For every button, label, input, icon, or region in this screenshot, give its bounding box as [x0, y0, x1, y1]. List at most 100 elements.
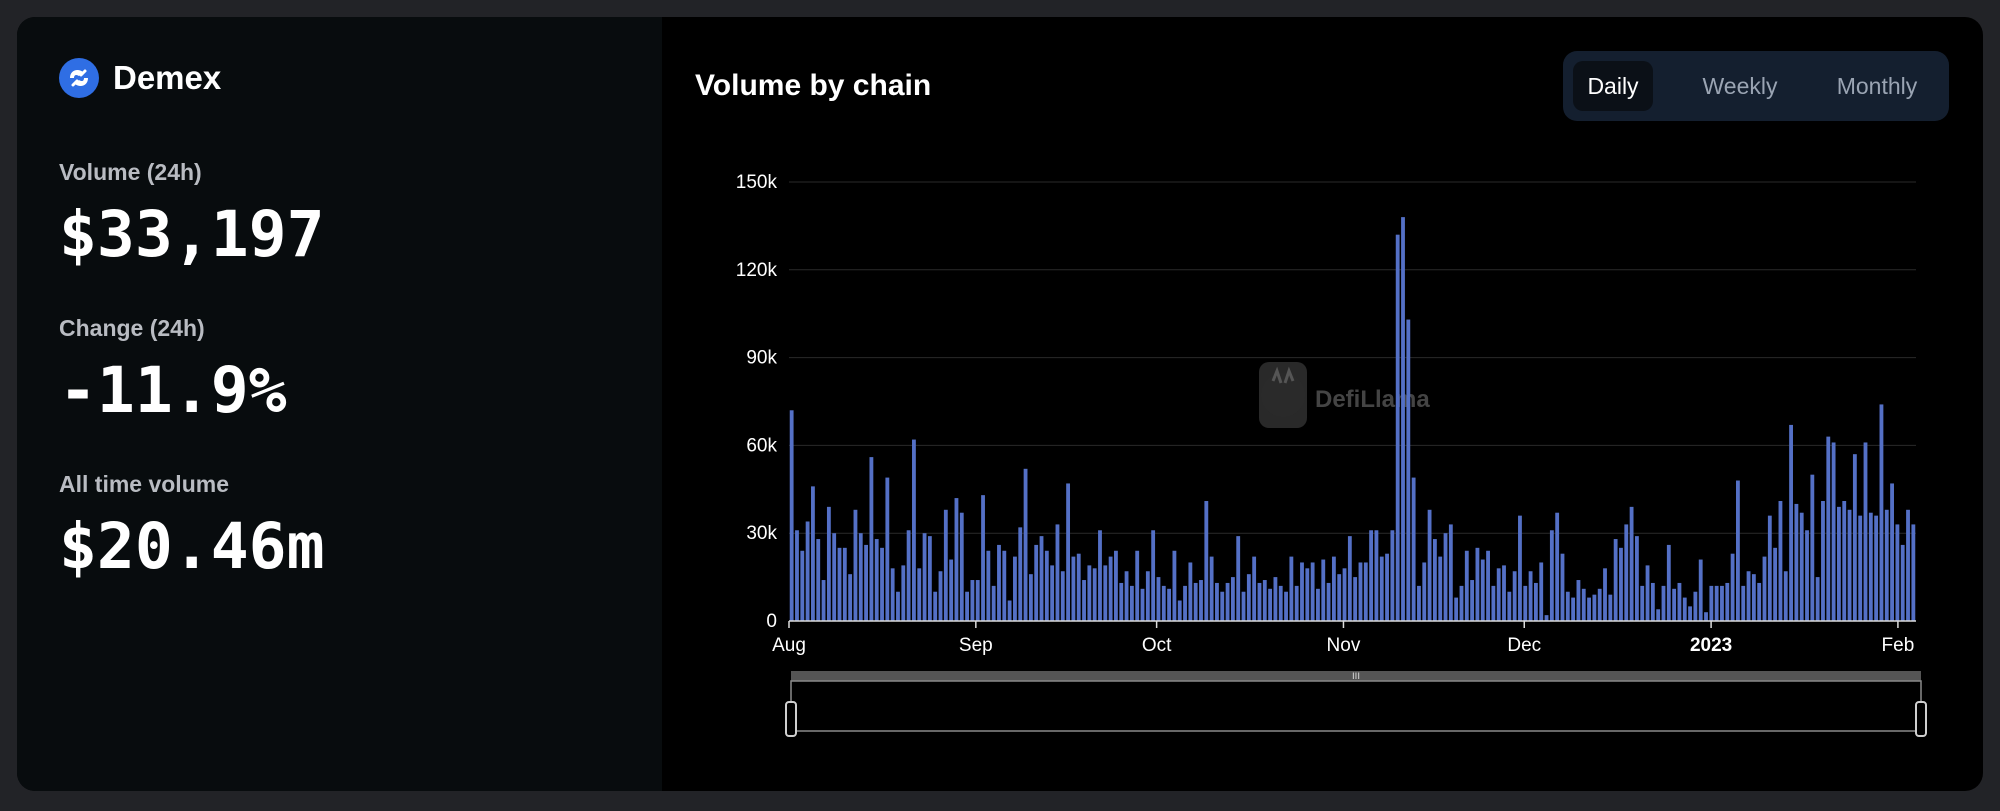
volume-bar[interactable]	[880, 547, 884, 621]
volume-bar[interactable]	[1858, 515, 1863, 621]
volume-bar[interactable]	[1868, 512, 1873, 621]
volume-bar[interactable]	[901, 565, 906, 621]
volume-bar[interactable]	[1491, 585, 1496, 621]
volume-bar[interactable]	[885, 477, 890, 621]
volume-bar[interactable]	[1427, 509, 1432, 621]
volume-bar[interactable]	[1289, 556, 1294, 621]
volume-bar[interactable]	[1401, 217, 1405, 621]
volume-bar[interactable]	[1220, 591, 1225, 621]
volume-bar[interactable]	[1023, 468, 1028, 621]
volume-bar[interactable]	[1225, 582, 1230, 621]
volume-bar[interactable]	[938, 571, 943, 621]
volume-bar[interactable]	[1624, 524, 1629, 621]
volume-bar[interactable]	[864, 544, 868, 621]
volume-bar[interactable]	[1714, 585, 1719, 621]
volume-bar[interactable]	[837, 547, 842, 621]
volume-bar[interactable]	[1326, 582, 1331, 621]
volume-bar[interactable]	[1390, 530, 1395, 621]
volume-bar[interactable]	[1236, 536, 1241, 621]
volume-bar[interactable]	[1874, 515, 1879, 621]
volume-bar[interactable]	[1757, 582, 1762, 621]
volume-bar[interactable]	[1709, 585, 1714, 621]
volume-bar[interactable]	[1645, 565, 1650, 621]
volume-bar[interactable]	[1246, 574, 1251, 621]
volume-bar[interactable]	[1252, 556, 1257, 621]
zoom-handle-left[interactable]	[785, 701, 797, 737]
volume-bar[interactable]	[1470, 580, 1475, 621]
volume-bar[interactable]	[1672, 588, 1677, 621]
volume-bar[interactable]	[1603, 568, 1607, 621]
volume-bar[interactable]	[1826, 436, 1831, 621]
volume-bar[interactable]	[1890, 483, 1894, 621]
volume-bar[interactable]	[1783, 571, 1788, 621]
volume-bar[interactable]	[842, 547, 847, 621]
volume-bar[interactable]	[1374, 530, 1379, 621]
volume-bar[interactable]	[970, 580, 975, 621]
volume-bar[interactable]	[1863, 442, 1868, 621]
volume-bar[interactable]	[1549, 530, 1554, 621]
volume-bar[interactable]	[1353, 577, 1358, 621]
volume-bar[interactable]	[853, 509, 858, 621]
volume-bar[interactable]	[1576, 580, 1581, 621]
volume-bar[interactable]	[1103, 565, 1108, 621]
volume-bar[interactable]	[1571, 597, 1576, 621]
volume-bar[interactable]	[1300, 562, 1304, 621]
volume-bar[interactable]	[1129, 585, 1134, 621]
tab-weekly[interactable]: Weekly	[1702, 73, 1778, 99]
volume-bar[interactable]	[1608, 594, 1613, 621]
volume-bar[interactable]	[1911, 524, 1916, 621]
volume-bar[interactable]	[1140, 588, 1145, 621]
volume-bar[interactable]	[1183, 585, 1187, 621]
volume-bar[interactable]	[1385, 553, 1389, 621]
volume-bar[interactable]	[1533, 582, 1538, 621]
volume-bar[interactable]	[1363, 562, 1368, 621]
volume-bar[interactable]	[1629, 506, 1634, 621]
volume-bar[interactable]	[1789, 424, 1793, 621]
volume-bar[interactable]	[1076, 553, 1081, 621]
volume-bar[interactable]	[1486, 550, 1490, 621]
volume-bar[interactable]	[1241, 591, 1246, 621]
volume-bar[interactable]	[1821, 501, 1825, 621]
volume-bar[interactable]	[965, 591, 969, 621]
volume-bar[interactable]	[1268, 588, 1273, 621]
volume-bar[interactable]	[922, 533, 927, 621]
volume-bar[interactable]	[1518, 515, 1522, 621]
volume-bar[interactable]	[1544, 615, 1549, 621]
volume-bar[interactable]	[1177, 600, 1182, 621]
volume-bar[interactable]	[1337, 574, 1342, 621]
volume-bar[interactable]	[1805, 530, 1809, 621]
tab-monthly[interactable]: Monthly	[1836, 73, 1918, 99]
volume-bar[interactable]	[1273, 577, 1278, 621]
volume-bar[interactable]	[986, 550, 991, 621]
volume-bar[interactable]	[1347, 536, 1352, 621]
volume-bar[interactable]	[821, 580, 826, 621]
volume-bar[interactable]	[1884, 509, 1889, 621]
volume-bar[interactable]	[1321, 559, 1326, 621]
volume-bar[interactable]	[1422, 562, 1427, 621]
volume-bar[interactable]	[848, 574, 853, 621]
volume-bar[interactable]	[1799, 512, 1804, 621]
volume-bar[interactable]	[1634, 536, 1639, 621]
volume-bar[interactable]	[1098, 530, 1102, 621]
volume-bar[interactable]	[1512, 571, 1517, 621]
volume-bar[interactable]	[789, 410, 794, 621]
volume-bar[interactable]	[1215, 582, 1219, 621]
volume-bar[interactable]	[816, 539, 821, 621]
volume-bar[interactable]	[1613, 539, 1618, 621]
volume-bar[interactable]	[1087, 565, 1092, 621]
volume-bar[interactable]	[1018, 527, 1023, 621]
volume-bar[interactable]	[954, 498, 959, 621]
volume-bar[interactable]	[1741, 585, 1746, 621]
volume-bar[interactable]	[1661, 585, 1666, 621]
volume-bar[interactable]	[1145, 571, 1150, 621]
volume-bar[interactable]	[1199, 580, 1203, 621]
volume-bar[interactable]	[1050, 565, 1055, 621]
volume-bar[interactable]	[1092, 568, 1097, 621]
volume-bar[interactable]	[1565, 591, 1570, 621]
volume-bar[interactable]	[1379, 556, 1384, 621]
volume-bar[interactable]	[1587, 597, 1591, 621]
volume-bar[interactable]	[1055, 524, 1060, 621]
zoom-slider[interactable]: III	[785, 671, 1927, 737]
volume-bar[interactable]	[1555, 512, 1560, 621]
volume-bar[interactable]	[1528, 571, 1533, 621]
